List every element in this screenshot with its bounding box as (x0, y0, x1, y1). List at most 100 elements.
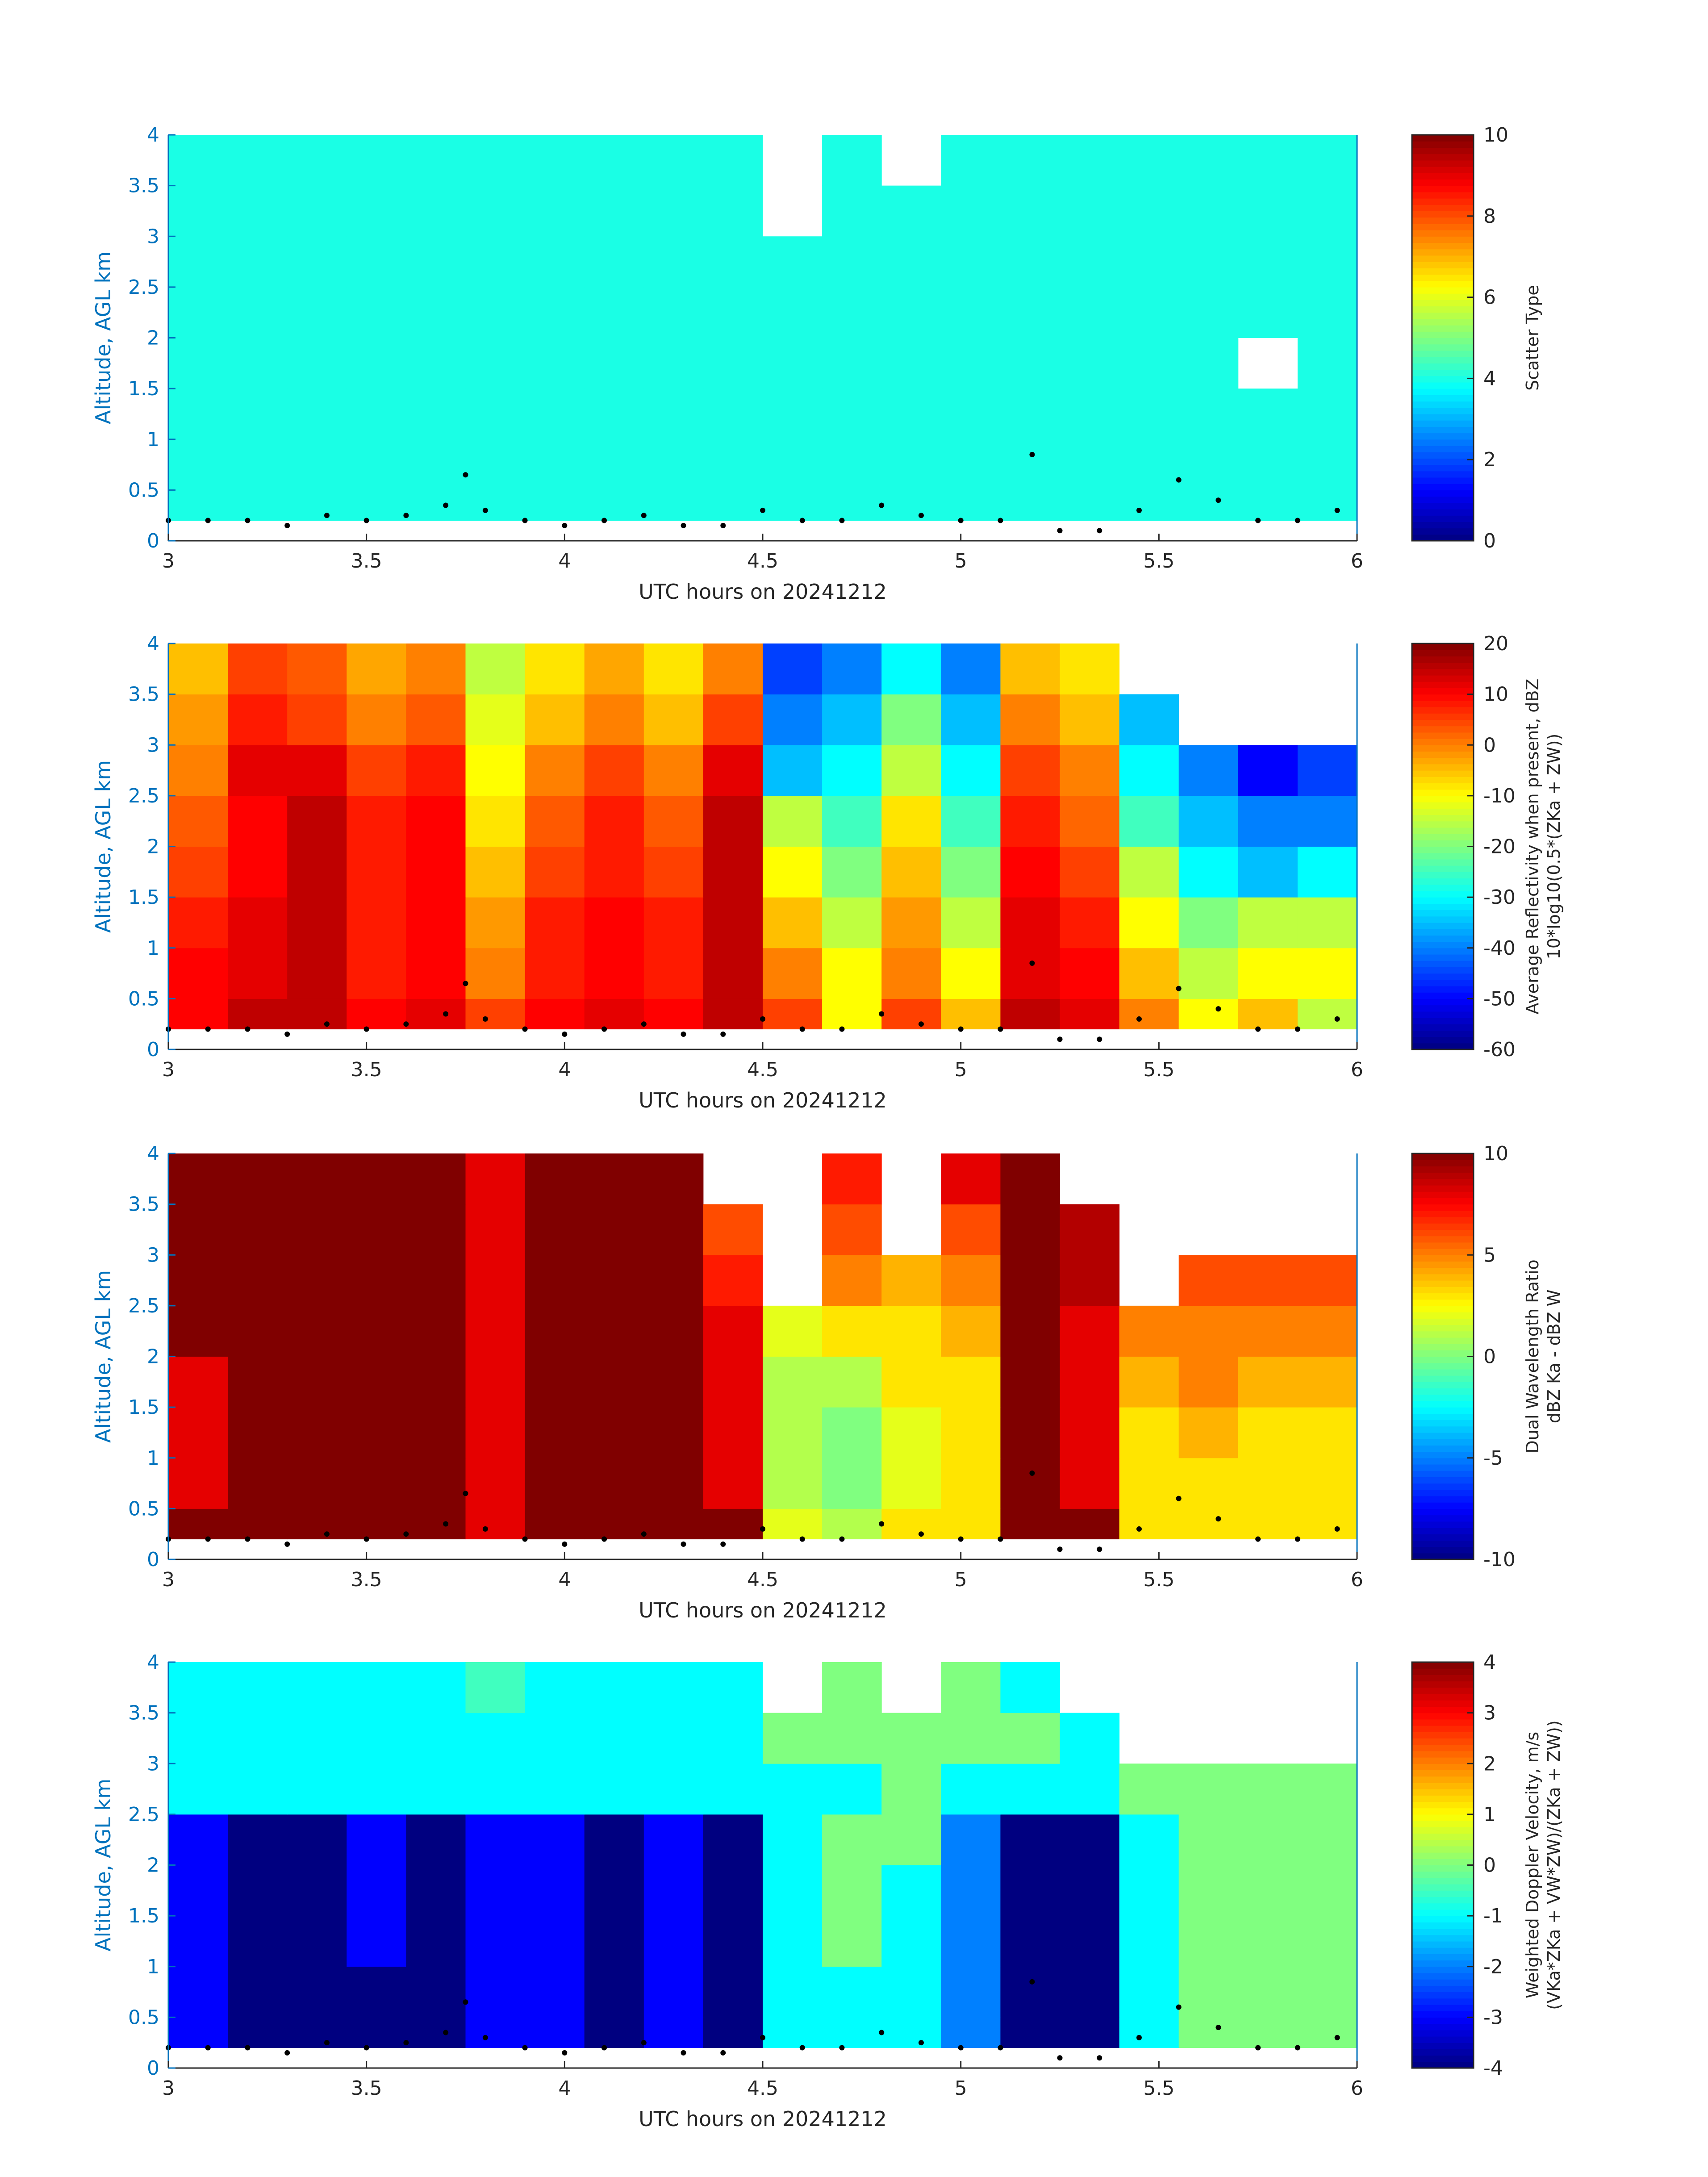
heat-cell (1297, 2017, 1357, 2048)
heat-cell (347, 1662, 406, 1713)
point (918, 1021, 924, 1027)
point (799, 2045, 805, 2051)
heat-cell (168, 745, 228, 796)
colorbar-swatch (1412, 1814, 1474, 1821)
colorbar-swatch (1412, 808, 1474, 815)
heat-cell (525, 795, 585, 847)
heat-cell (406, 1966, 466, 2018)
colorbar-swatch (1412, 1909, 1474, 1916)
heat-cell (643, 135, 704, 186)
heat-cell (1119, 1356, 1179, 1408)
heat-cell (881, 236, 941, 288)
colorbar-tick-label: 4 (1483, 1651, 1496, 1674)
heat-cell (228, 897, 288, 949)
x-tick-label: 5.5 (1143, 550, 1174, 572)
heat-cell (1060, 1255, 1120, 1306)
point (1136, 1016, 1142, 1022)
y-tick-label: 0 (147, 530, 159, 552)
heat-cell (643, 1153, 704, 1205)
heat-cell (347, 338, 406, 389)
heat-cell (465, 1865, 526, 1916)
heat-cell (168, 795, 228, 847)
heat-cell (822, 1305, 882, 1357)
heat-cell (287, 1458, 347, 1509)
heat-cell (1297, 185, 1357, 237)
heat-cell (465, 1458, 526, 1509)
heat-cell (703, 1662, 763, 1713)
heat-cell (584, 999, 644, 1030)
point (324, 2040, 330, 2046)
heat-cell (525, 1458, 585, 1509)
heat-cell (525, 1153, 585, 1205)
colorbar-swatch (1412, 1546, 1474, 1554)
heat-cell (643, 1713, 704, 1764)
heat-cell (584, 490, 644, 521)
point (1334, 2035, 1340, 2040)
heat-cell (1178, 745, 1239, 796)
heat-cell (1178, 1966, 1239, 2018)
heat-cell (822, 1916, 882, 1967)
colorbar-swatch (1412, 929, 1474, 936)
heat-cell (228, 1508, 288, 1540)
x-tick-label: 5.5 (1143, 2077, 1174, 2100)
colorbar-swatch (1412, 1789, 1474, 1796)
x-axis-label: UTC hours on 20241212 (639, 2107, 887, 2131)
heat-cell (347, 2017, 406, 2048)
heat-cell (763, 1916, 823, 1967)
colorbar-swatch (1412, 834, 1474, 840)
colorbar-swatch (1412, 1852, 1474, 1859)
point (760, 507, 765, 513)
heat-cell (465, 1204, 526, 1255)
heat-cell (881, 1305, 941, 1357)
colorbar-swatch (1412, 948, 1474, 955)
heat-cell (1178, 1814, 1239, 1865)
colorbar-swatch (1412, 675, 1474, 682)
y-tick-label: 4 (147, 124, 159, 146)
heat-cell (1119, 490, 1179, 521)
heat-cell (228, 1153, 288, 1205)
colorbar-swatch (1412, 1249, 1474, 1255)
colorbar-label: 10*log10(0.5*(ZKa + ZW)) (1544, 734, 1564, 960)
colorbar-frame (1411, 134, 1474, 542)
colorbar-swatch (1412, 306, 1474, 313)
colorbar-swatch (1412, 2049, 1474, 2056)
x-tick-label: 3 (162, 1058, 175, 1081)
heat-cell (1000, 643, 1060, 695)
colorbar-swatch (1412, 452, 1474, 459)
heat-cell (1060, 1713, 1120, 1764)
point (522, 518, 528, 523)
y-tick-label: 2.5 (128, 1295, 159, 1317)
heat-cell (643, 999, 704, 1030)
heat-cell (1238, 439, 1298, 490)
heat-cell (763, 948, 823, 999)
heat-cell (763, 1966, 823, 2018)
heat-cell (1178, 389, 1239, 440)
colorbar-swatch (1412, 484, 1474, 490)
point (562, 2050, 568, 2056)
point (284, 1031, 290, 1037)
heat-cell (763, 1713, 823, 1764)
colorbar-tick-label: 0 (1483, 530, 1496, 552)
y-tick-label: 3 (147, 1244, 159, 1266)
colorbar-swatch (1412, 369, 1474, 376)
colorbar-swatch (1412, 534, 1474, 541)
point (839, 2045, 845, 2051)
heat-cell (168, 694, 228, 745)
point (245, 518, 251, 523)
heat-cell (465, 1966, 526, 2018)
heat-cell (465, 439, 526, 490)
point (482, 2035, 488, 2040)
colorbar-swatch (1412, 1897, 1474, 1904)
point (1334, 1526, 1340, 1532)
heat-cell (465, 2017, 526, 2048)
colorbar-label: Scatter Type (1523, 285, 1542, 390)
y-tick-label: 4 (147, 1142, 159, 1165)
heat-cell (584, 948, 644, 999)
colorbar-tick-label: -20 (1483, 836, 1516, 858)
heat-cell (168, 1305, 228, 1357)
heat-cell (1119, 846, 1179, 898)
heat-cell (525, 846, 585, 898)
heat-cell (822, 135, 882, 186)
colorbar-swatch (1412, 1337, 1474, 1344)
heat-cell (703, 490, 763, 521)
